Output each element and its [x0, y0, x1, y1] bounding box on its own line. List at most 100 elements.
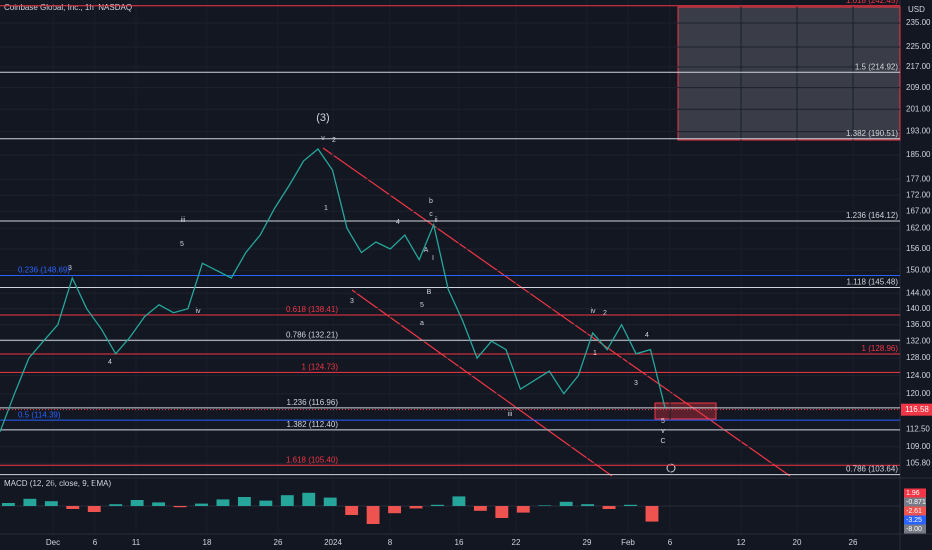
wave-label: 4 [108, 359, 112, 366]
fib-label: 1.236 (164.12) [846, 211, 898, 220]
fib-label: 1.236 (116.96) [287, 398, 339, 407]
macd-bar [366, 506, 380, 524]
macd-bar [323, 497, 337, 506]
wave-label: (3) [316, 112, 329, 124]
x-tick-label: 2024 [324, 538, 342, 547]
fib-label: 1 (128.96) [862, 344, 899, 353]
x-tick-label: 26 [849, 538, 858, 547]
y-tick-label: 217.00 [906, 62, 931, 71]
y-tick-label: 162.00 [906, 223, 931, 232]
macd-bar [195, 503, 208, 506]
x-tick-label: 29 [583, 538, 592, 547]
macd-bar [44, 501, 58, 506]
wave-label: 3 [634, 380, 638, 387]
macd-bar [495, 506, 509, 518]
macd-axis-label: -8.00 [906, 526, 922, 533]
x-tick-label: Feb [621, 538, 635, 547]
macd-bar [216, 499, 230, 506]
macd-bar [87, 506, 101, 512]
wave-label: iv [590, 308, 596, 315]
x-tick-label: 11 [132, 538, 141, 547]
x-tick-label: 22 [512, 538, 521, 547]
macd-title: MACD (12, 26, close, 9, EMA) [4, 479, 111, 488]
macd-bar [624, 504, 637, 506]
y-tick-label: 172.00 [906, 190, 931, 199]
macd-bar [280, 495, 294, 506]
macd-bar [559, 501, 573, 506]
macd-bar [473, 506, 487, 511]
wave-label: a [420, 320, 424, 327]
wave-label: 5 [180, 241, 184, 248]
macd-axis-label: -2.61 [906, 508, 922, 515]
y-tick-label: 112.50 [906, 424, 930, 433]
x-tick-label: 26 [274, 538, 283, 547]
macd-bar [109, 504, 123, 506]
y-tick-label: 140.00 [906, 304, 931, 313]
fib-label: 1 (124.73) [302, 363, 339, 372]
y-tick-label: 235.00 [906, 18, 931, 27]
wave-label: 4 [645, 332, 649, 339]
fib-label: 1.118 (145.48) [847, 278, 899, 287]
alert-icon [666, 463, 676, 473]
macd-bar [130, 500, 144, 506]
y-tick-label: 124.00 [906, 371, 931, 380]
y-tick-label: 177.00 [906, 174, 931, 183]
y-tick-label: 156.00 [906, 244, 931, 253]
macd-bar [538, 505, 552, 506]
x-tick-label: 16 [455, 538, 464, 547]
wave-label: I [432, 255, 434, 262]
fib-label: 0.618 (138.41) [286, 305, 338, 314]
fib-label: 0.786 (132.21) [286, 330, 338, 339]
wave-label: A [424, 247, 429, 254]
wave-label: v [321, 135, 325, 142]
macd-bar [452, 496, 466, 506]
x-tick-label: 20 [793, 538, 802, 547]
last-price-label: 116.58 [905, 405, 929, 414]
chart-title: Coinbase Global, Inc., 1h, NASDAQ [4, 3, 132, 12]
fib-label: 1.382 (112.40) [287, 420, 339, 429]
macd-bar [237, 497, 251, 506]
wave-label: 1 [324, 205, 328, 212]
macd-bar [259, 500, 273, 506]
wave-label: iii [508, 411, 513, 418]
y-tick-label: 185.00 [906, 150, 931, 159]
wave-label: b [429, 198, 433, 205]
macd-axis-box [904, 524, 926, 534]
fib-label: 1.618 (105.40) [286, 455, 338, 464]
y-tick-label: 150.00 [906, 266, 931, 275]
macd-bar [645, 506, 659, 522]
macd-bar [345, 506, 359, 515]
fib-label: 0.786 (103.64) [846, 465, 898, 474]
fib-label: 1.618 (242.45) [846, 0, 898, 5]
macd-axis-label: -0.871 [906, 499, 926, 506]
macd-axis-label: -3.25 [906, 517, 922, 524]
wave-label: v [661, 428, 665, 435]
last-price-box [901, 403, 932, 416]
y-tick-label: 225.00 [906, 42, 931, 51]
x-tick-label: 12 [737, 538, 746, 547]
macd-bar [581, 504, 595, 506]
x-tick-label: 6 [93, 538, 98, 547]
y-tick-label: 144.00 [906, 288, 931, 297]
wave-label: 5 [420, 302, 424, 309]
y-tick-label: 128.00 [906, 353, 931, 362]
macd-bar [66, 506, 80, 509]
macd-bar [409, 506, 423, 509]
macd-axis-box [904, 488, 926, 498]
macd-axis-box [904, 515, 926, 525]
macd-bar [602, 506, 616, 509]
macd-bar [152, 502, 166, 506]
macd-bar [23, 498, 37, 506]
target-box [677, 6, 901, 141]
wave-label: C [660, 438, 665, 445]
wave-label: 2 [603, 310, 607, 317]
fib-label: 0.236 (148.69) [18, 266, 70, 275]
wave-label: 5 [661, 418, 665, 425]
wave-label: iv [195, 308, 201, 315]
macd-bar [2, 503, 15, 506]
y-tick-label: 109.00 [906, 442, 931, 451]
x-tick-label: 18 [203, 538, 212, 547]
channel-line [322, 147, 791, 477]
fib-label: 1.5 (214.92) [855, 62, 898, 71]
